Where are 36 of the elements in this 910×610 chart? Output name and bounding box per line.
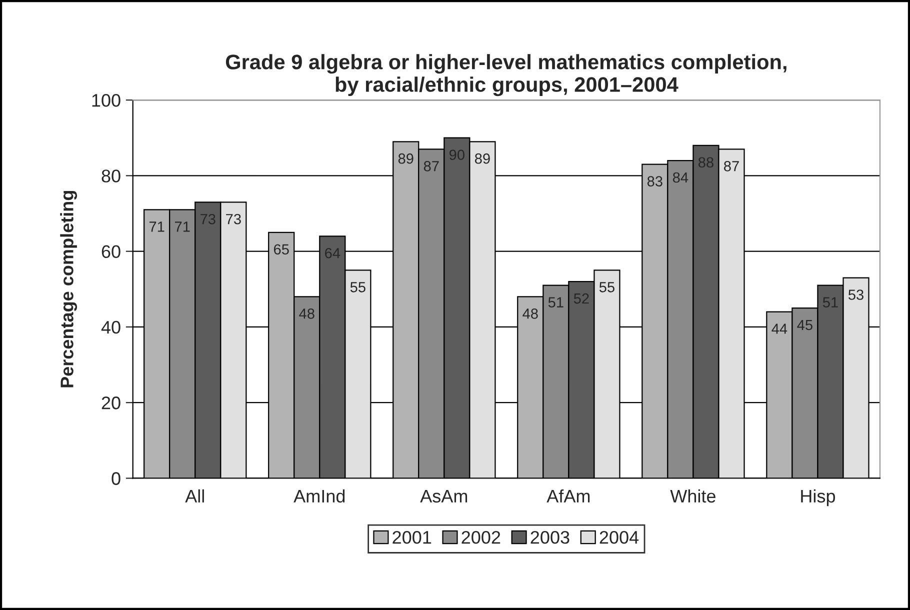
data-label: 73 [226,214,241,224]
chart-title: Grade 9 algebra or higher-level mathematics completion, by racial/ethnic groups, 2001–2004 [226,54,786,96]
data-label: 89 [398,153,414,164]
data-label: 65 [274,244,289,255]
data-label: 87 [724,160,739,172]
data-label: 84 [672,172,688,183]
data-label: 48 [299,308,314,319]
x-tick-label: AfAm [546,489,590,502]
data-label: 45 [797,320,812,330]
data-label: 83 [647,176,662,186]
data-label: 51 [548,297,564,308]
data-label: 71 [149,222,164,232]
data-label: 71 [174,222,190,232]
data-label: 87 [424,160,439,172]
data-label: 53 [848,290,864,300]
y-tick-label: 20 [102,396,120,410]
y-tick-label: 100 [92,94,120,107]
legend-label: 2004 [600,530,639,544]
legend-label: 2003 [530,530,570,544]
y-tick-label: 40 [101,320,120,334]
data-label: 48 [522,308,538,319]
x-tick-label: AsAm [420,490,468,503]
x-tick-label: White [670,489,716,503]
data-label: 89 [474,153,490,164]
x-tick-label: All [185,489,204,502]
legend-label: 2002 [462,530,500,544]
legend-label: 2001 [392,530,432,544]
data-label: 55 [599,282,614,292]
y-tick-label: 60 [102,245,120,258]
y-tick-label: 80 [102,170,120,182]
data-label: 55 [350,282,366,292]
y-tick-label: 0 [112,472,120,485]
data-label: 44 [772,324,788,334]
y-axis-title: Percentage completing [60,191,78,388]
x-tick-label: AmInd [294,489,345,503]
x-tick-label: Hisp [801,489,836,506]
